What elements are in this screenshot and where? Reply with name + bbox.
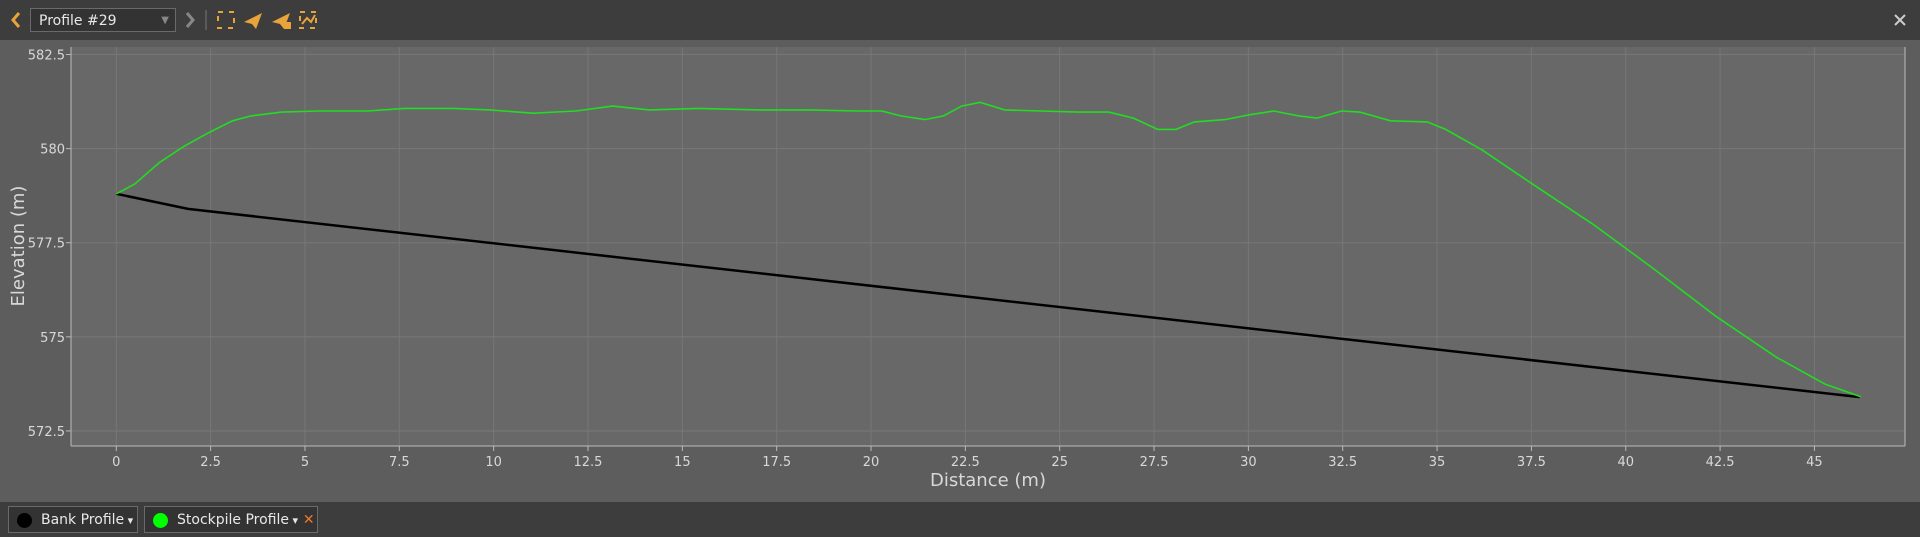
- x-tick-label: 5: [301, 455, 309, 470]
- legend-label: Bank Profile: [41, 512, 125, 528]
- x-tick-label: 2.5: [200, 455, 221, 470]
- x-tick-label: 7.5: [389, 455, 410, 470]
- legend-swatch: [153, 513, 168, 528]
- x-tick-label: 32.5: [1328, 455, 1357, 470]
- x-tick-label: 37.5: [1517, 455, 1546, 470]
- profile-line: [116, 192, 1860, 399]
- legend-swatch: [17, 513, 32, 528]
- plot-area: [71, 47, 1905, 446]
- legend-label: Stockpile Profile: [177, 512, 290, 528]
- profile-select[interactable]: Profile #29 ▼: [30, 8, 176, 32]
- x-axis-label: Distance (m): [930, 470, 1046, 491]
- x-tick-label: 20: [863, 455, 880, 470]
- y-tick-label: 577.5: [28, 237, 65, 252]
- x-tick-label: 45: [1806, 455, 1823, 470]
- legend-entry[interactable]: Bank Profile ▾: [8, 506, 138, 533]
- tool-icons[interactable]: [204, 0, 324, 40]
- prev-button[interactable]: [6, 0, 26, 40]
- y-tick-label: 575: [40, 331, 65, 346]
- x-tick-label: 30: [1240, 455, 1257, 470]
- x-tick-label: 27.5: [1140, 455, 1169, 470]
- x-tick-label: 42.5: [1706, 455, 1735, 470]
- x-tick-label: 10: [485, 455, 502, 470]
- remove-button[interactable]: ✕: [298, 512, 315, 528]
- x-tick-label: 12.5: [574, 455, 603, 470]
- x-tick-label: 35: [1429, 455, 1446, 470]
- toolbar: Profile #29 ▼: [0, 0, 1920, 40]
- chart: Distance (m) Elevation (m) 0 2.5 5 7.5 10 12.…: [8, 47, 1906, 491]
- legend-entry[interactable]: Stockpile Profile ▾ ✕: [144, 506, 318, 533]
- legend-bar: Bank Profile ▾ Stockpile Profile ▾ ✕: [0, 502, 1920, 537]
- close-button[interactable]: [1890, 0, 1910, 40]
- x-tick-label: 25: [1051, 455, 1068, 470]
- y-tick-label: 572.5: [28, 425, 65, 440]
- next-button[interactable]: [180, 0, 200, 40]
- y-tick-label: 580: [40, 143, 65, 158]
- x-tick-label: 40: [1617, 455, 1634, 470]
- y-tick-label: 582.5: [28, 49, 65, 64]
- x-tick-label: 0: [112, 455, 120, 470]
- x-tick-label: 17.5: [762, 455, 791, 470]
- y-axis-label: Elevation (m): [8, 186, 29, 307]
- profile-line: [115, 101, 1862, 398]
- profile-name: Profile #29: [39, 13, 117, 29]
- x-tick-label: 22.5: [951, 455, 980, 470]
- x-tick-label: 15: [674, 455, 691, 470]
